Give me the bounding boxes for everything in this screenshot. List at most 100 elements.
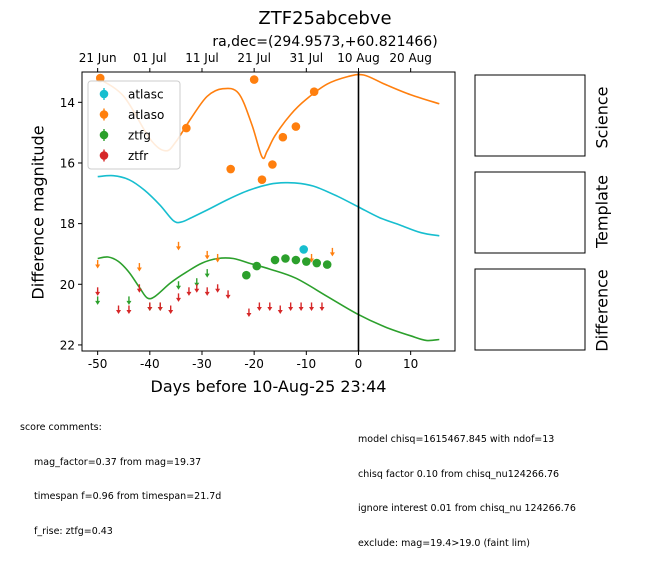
- ztfr-upper-limit-head: [267, 306, 273, 311]
- ztfr-upper-limit: [267, 302, 273, 311]
- y-tick-label: 18: [60, 217, 75, 231]
- atlasc-point: [299, 245, 309, 254]
- ztfg-model-curve: [97, 256, 440, 342]
- ztfg-point: [302, 257, 311, 266]
- atlaso-upper-limit: [215, 253, 221, 263]
- legend-entry: ztfg: [99, 129, 151, 143]
- ztfg-upper-limit-head: [204, 273, 210, 278]
- ztfr-upper-limit-head: [157, 306, 163, 311]
- template-label: Template: [592, 175, 612, 249]
- chart-svg: -50 -40 -30 -20 -10 0 10 14 16 18 20 22 21 Jun 01 J…: [60, 51, 586, 371]
- legend-marker: [99, 110, 109, 119]
- top-tick-label: 21 Jun: [79, 51, 117, 65]
- top-tick-label: 10 Aug: [337, 51, 380, 65]
- top-tick-label: 11 Jul: [185, 51, 219, 65]
- ztfr-upper-limit: [298, 302, 304, 311]
- score-comments-header: score comments:: [20, 422, 102, 433]
- top-tick-label: 21 Jul: [237, 51, 271, 65]
- atlaso-point: [182, 123, 191, 133]
- ztfr-upper-limit: [147, 302, 153, 311]
- atlaso-upper-limit-head: [176, 246, 182, 251]
- atlaso-upper-limit: [136, 263, 142, 272]
- ztfg-point: [281, 254, 290, 263]
- y-tick-label: 22: [60, 338, 75, 352]
- score-comments: score comments: mag_factor=0.37 from mag…: [20, 399, 221, 549]
- ztfr-upper-limit: [176, 293, 182, 302]
- chart-subtitle: ra,dec=(294.9573,+60.821466): [212, 34, 438, 50]
- ztfr-upper-limit-head: [215, 288, 221, 293]
- top-tick-label: 31 Jul: [290, 51, 324, 65]
- ztfg-point: [322, 260, 332, 269]
- ztfr-upper-limit-head: [176, 297, 182, 302]
- ztfr-upper-limit: [126, 305, 132, 315]
- legend-marker: [99, 151, 109, 160]
- model-comment-line: exclude: mag=19.4>19.0 (faint lim): [358, 537, 530, 549]
- atlaso-upper-limit-head: [309, 258, 315, 263]
- ztfr-upper-limit: [194, 284, 200, 293]
- atlaso-upper-limit: [176, 241, 182, 251]
- atlaso-point: [257, 175, 267, 184]
- score-comment-line: timespan f=0.96 from timespan=21.7d: [34, 491, 222, 502]
- y-tick-label: 16: [60, 156, 75, 170]
- ztfr-upper-limit-head: [309, 306, 315, 311]
- legend-entry: atlasc: [99, 88, 164, 102]
- ztfr-upper-limit: [136, 284, 142, 293]
- y-axis-label: Difference magnitude: [28, 125, 48, 300]
- atlaso-upper-limit: [204, 250, 210, 260]
- score-comment-line: mag_factor=0.37 from mag=19.37: [34, 456, 202, 468]
- y-tick-label: 20: [60, 278, 75, 292]
- ztfr-upper-limit-head: [277, 310, 283, 315]
- ztfr-upper-limit-head: [147, 306, 153, 311]
- ztfr-upper-limit-head: [204, 291, 210, 296]
- legend-label: atlasc: [128, 88, 164, 102]
- science-label: Science: [592, 86, 612, 149]
- atlaso-upper-limit-head: [95, 264, 101, 269]
- ztfr-upper-limit-head: [168, 310, 174, 315]
- chart-title: ZTF25abcebve: [258, 8, 392, 29]
- ztfr-upper-limit: [157, 302, 163, 311]
- score-comment-line: f_rise: ztfg=0.43: [34, 525, 113, 537]
- ztfr-upper-limit: [256, 302, 262, 311]
- legend-label: ztfr: [128, 149, 148, 163]
- ztfg-point: [312, 258, 322, 268]
- ztfg-point: [252, 261, 262, 271]
- x-axis-label: Days before 10-Aug-25 23:44: [150, 377, 387, 396]
- atlaso-upper-limit-head: [204, 255, 210, 260]
- ztfr-upper-limit-head: [256, 306, 262, 311]
- ztfr-upper-limit: [95, 287, 101, 296]
- science-panel: [474, 74, 586, 157]
- ztfr-upper-limit-head: [186, 291, 192, 296]
- ztfr-upper-limit-head: [288, 306, 294, 311]
- ztfg-upper-limit-head: [126, 300, 132, 305]
- ztfr-upper-limit-head: [319, 306, 325, 311]
- legend-entry: ztfr: [99, 149, 148, 163]
- model-comments: model chisq=1615467.845 with ndof=13 chi…: [358, 411, 576, 561]
- atlaso-point: [278, 132, 288, 142]
- plot-frame: [81, 71, 456, 352]
- ztfr-upper-limit-head: [246, 313, 252, 318]
- x-tick-label: 10: [403, 357, 418, 371]
- x-tick-label: -30: [192, 357, 212, 371]
- ztfr-upper-limit-head: [225, 294, 231, 299]
- ztfr-upper-limit: [288, 302, 294, 311]
- ztfg-upper-limit-head: [95, 300, 101, 305]
- ztfr-upper-limit: [215, 284, 221, 293]
- ztfg-upper-limit: [176, 281, 182, 290]
- x-tick-label: -20: [244, 357, 264, 371]
- atlaso-point: [268, 160, 277, 169]
- ztfr-upper-limit: [204, 287, 210, 296]
- ztfr-upper-limit-head: [95, 291, 101, 296]
- atlaso-point: [291, 122, 301, 131]
- atlasc-model-curve: [97, 174, 440, 237]
- ztfr-upper-limit: [309, 302, 315, 311]
- legend-entry: atlaso: [99, 108, 164, 122]
- ztfr-upper-limit: [246, 308, 252, 318]
- top-tick-label: 20 Aug: [389, 51, 432, 65]
- legend-box: [87, 80, 181, 170]
- ztfg-upper-limit-head: [176, 285, 182, 290]
- ztfr-upper-limit-head: [116, 310, 122, 315]
- x-tick-label: -50: [88, 357, 108, 371]
- ztfr-upper-limit-head: [126, 310, 132, 315]
- ztfr-upper-limit-head: [136, 288, 142, 293]
- ztfg-upper-limit: [95, 296, 101, 305]
